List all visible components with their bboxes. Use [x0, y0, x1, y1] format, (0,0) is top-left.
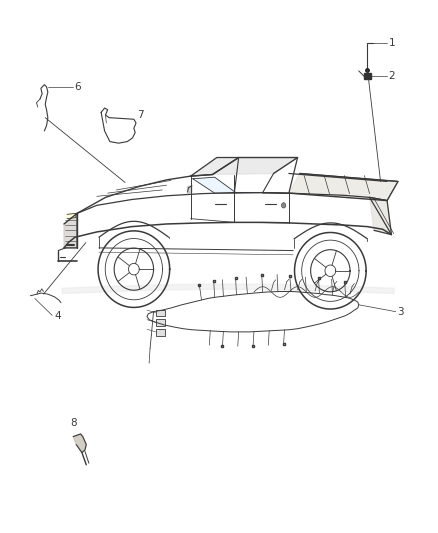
Circle shape: [282, 203, 286, 208]
Text: 1: 1: [389, 38, 395, 48]
Polygon shape: [289, 173, 398, 200]
Polygon shape: [67, 213, 76, 219]
Text: 3: 3: [397, 306, 404, 317]
Polygon shape: [191, 158, 239, 176]
Text: 6: 6: [74, 82, 81, 92]
Polygon shape: [212, 158, 297, 174]
Text: 8: 8: [70, 418, 77, 429]
Polygon shape: [370, 197, 392, 235]
Bar: [155, 319, 165, 326]
Polygon shape: [73, 434, 86, 453]
Polygon shape: [187, 185, 192, 193]
Text: 7: 7: [137, 110, 144, 120]
Text: 2: 2: [389, 71, 395, 81]
Polygon shape: [364, 73, 371, 79]
Text: 4: 4: [54, 311, 60, 321]
Bar: [155, 329, 165, 336]
Polygon shape: [193, 177, 237, 193]
Polygon shape: [64, 213, 77, 248]
Bar: [155, 310, 165, 317]
